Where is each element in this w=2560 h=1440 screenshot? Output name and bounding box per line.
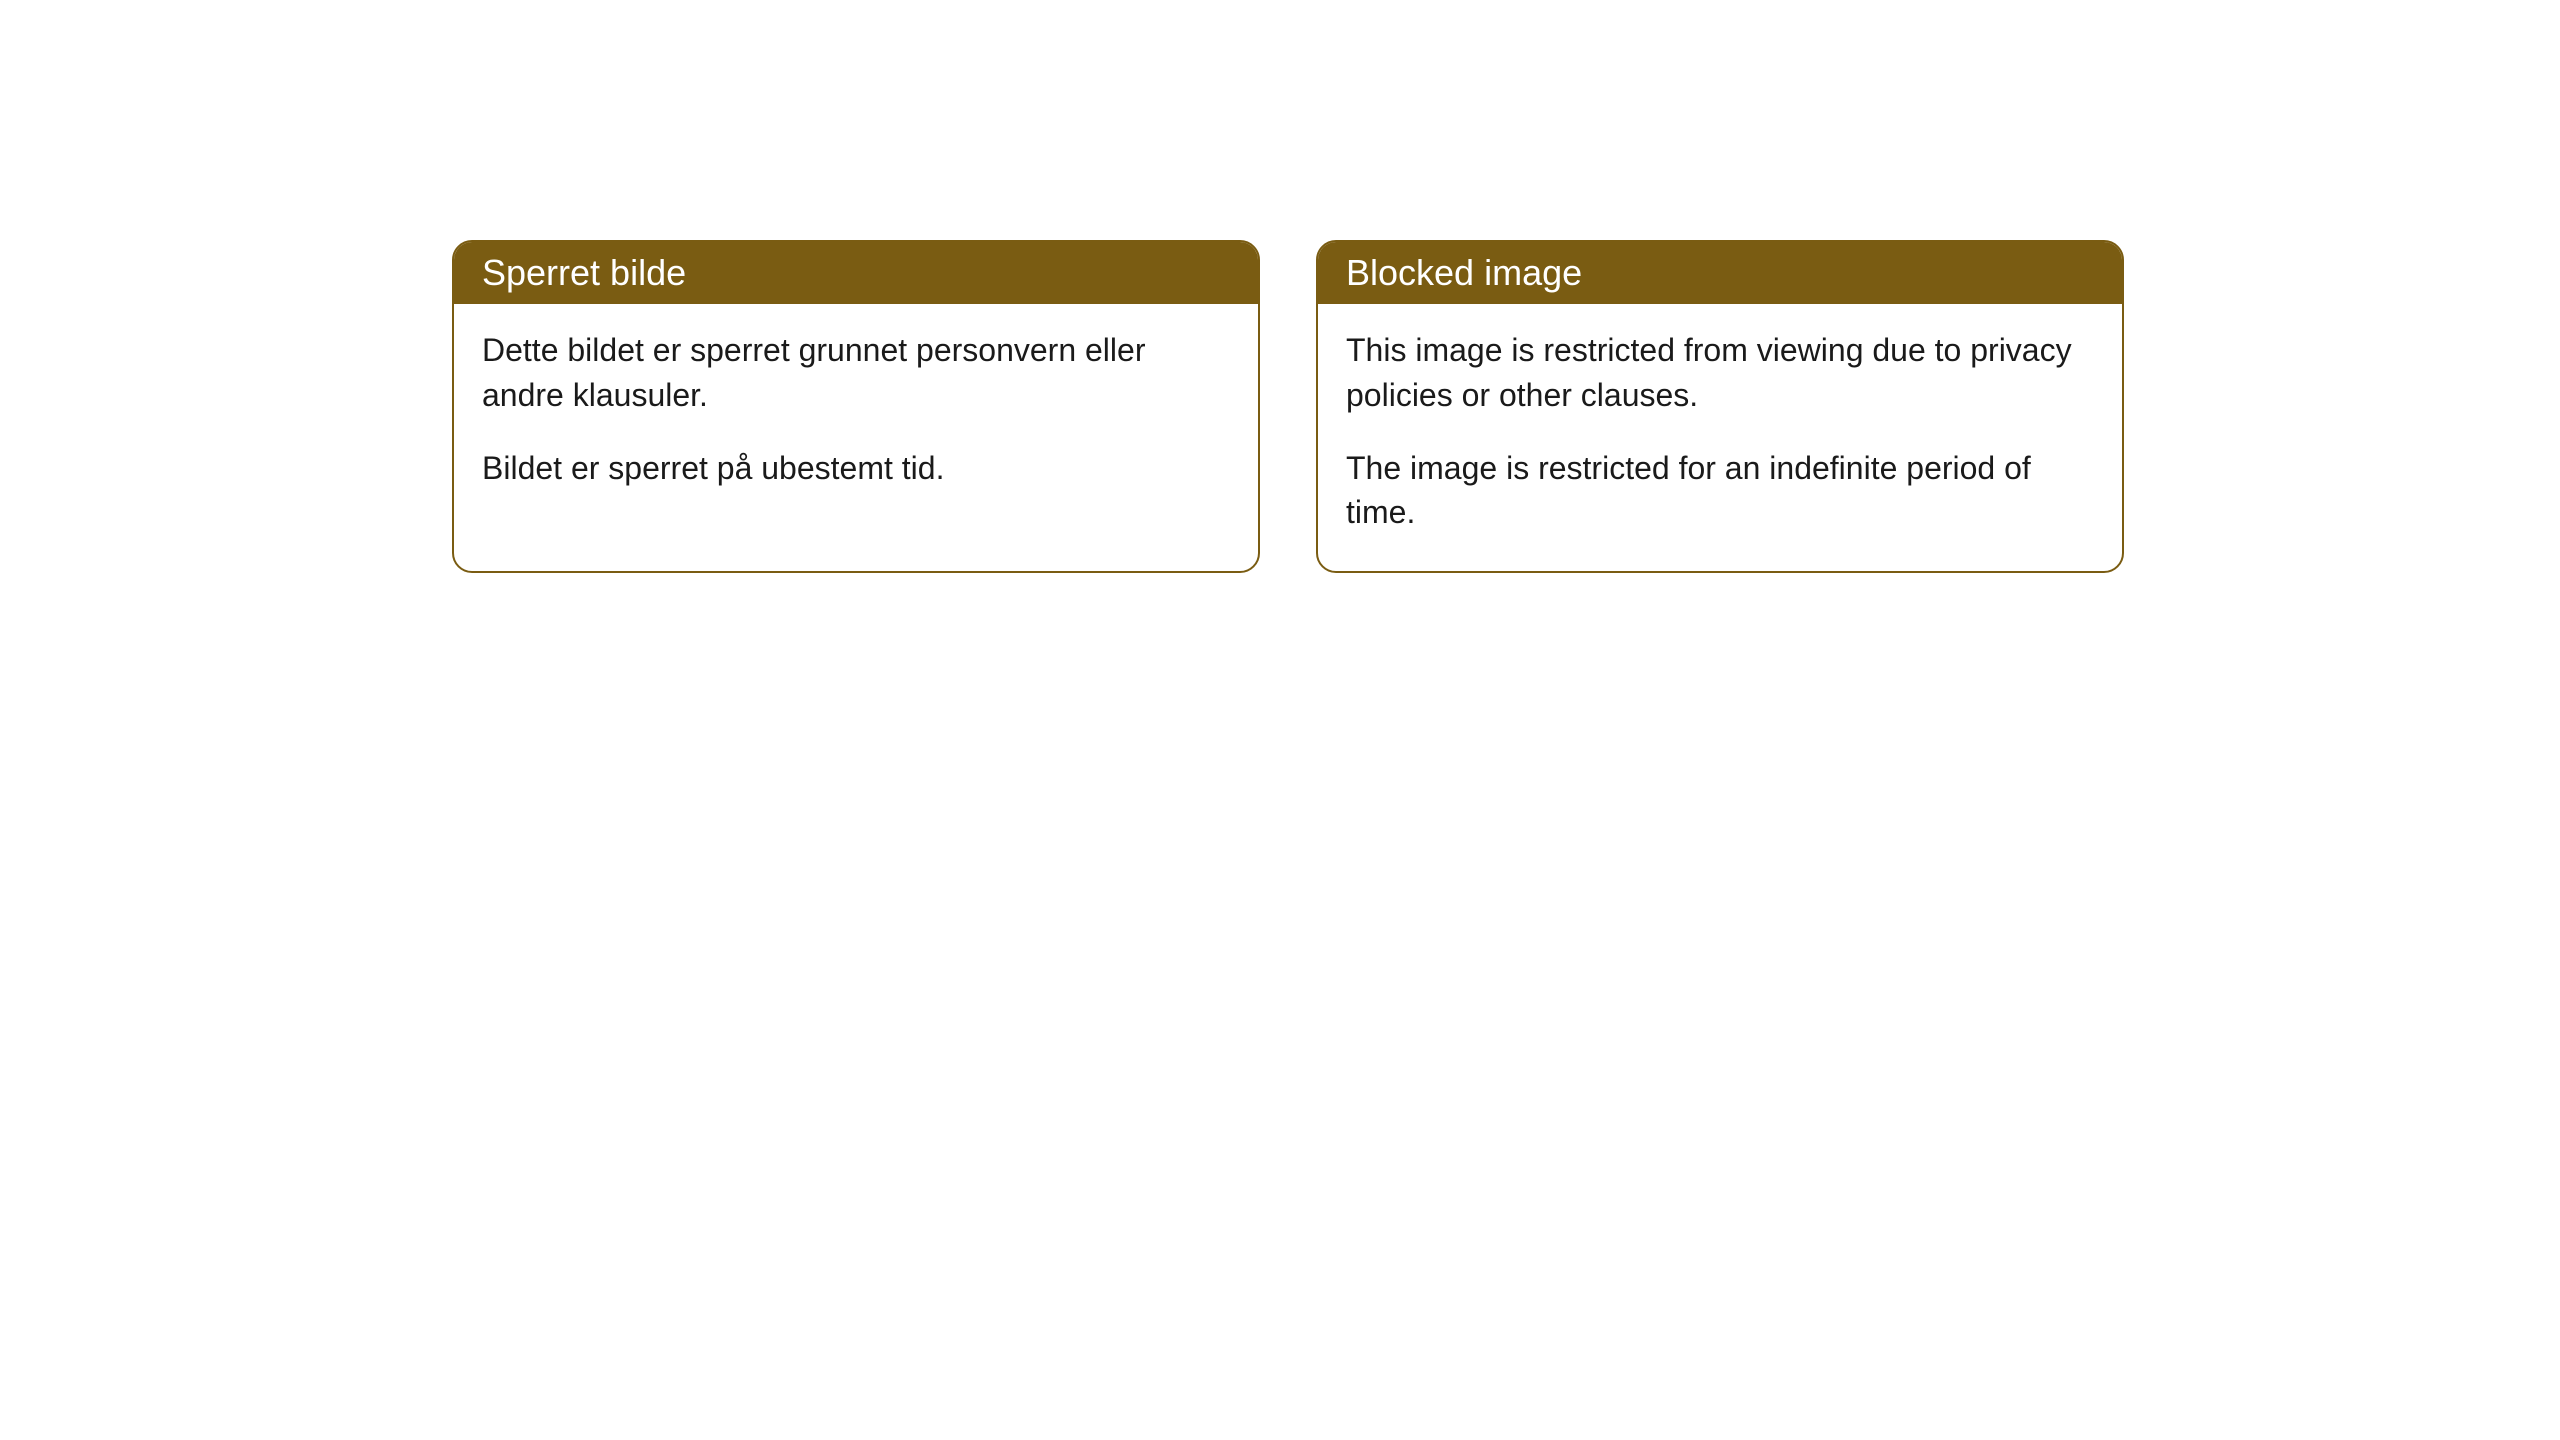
card-header: Sperret bilde [454, 242, 1258, 304]
notice-card-english: Blocked image This image is restricted f… [1316, 240, 2124, 573]
card-paragraph-1: Dette bildet er sperret grunnet personve… [482, 328, 1230, 418]
card-paragraph-2: Bildet er sperret på ubestemt tid. [482, 446, 1230, 491]
card-paragraph-1: This image is restricted from viewing du… [1346, 328, 2094, 418]
notice-cards-container: Sperret bilde Dette bildet er sperret gr… [452, 240, 2560, 573]
card-title: Blocked image [1346, 252, 1582, 293]
card-body: This image is restricted from viewing du… [1318, 304, 2122, 571]
card-paragraph-2: The image is restricted for an indefinit… [1346, 446, 2094, 536]
card-body: Dette bildet er sperret grunnet personve… [454, 304, 1258, 526]
card-header: Blocked image [1318, 242, 2122, 304]
notice-card-norwegian: Sperret bilde Dette bildet er sperret gr… [452, 240, 1260, 573]
card-title: Sperret bilde [482, 252, 686, 293]
